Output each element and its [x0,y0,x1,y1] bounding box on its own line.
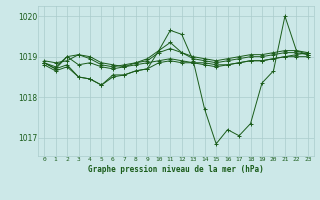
X-axis label: Graphe pression niveau de la mer (hPa): Graphe pression niveau de la mer (hPa) [88,165,264,174]
